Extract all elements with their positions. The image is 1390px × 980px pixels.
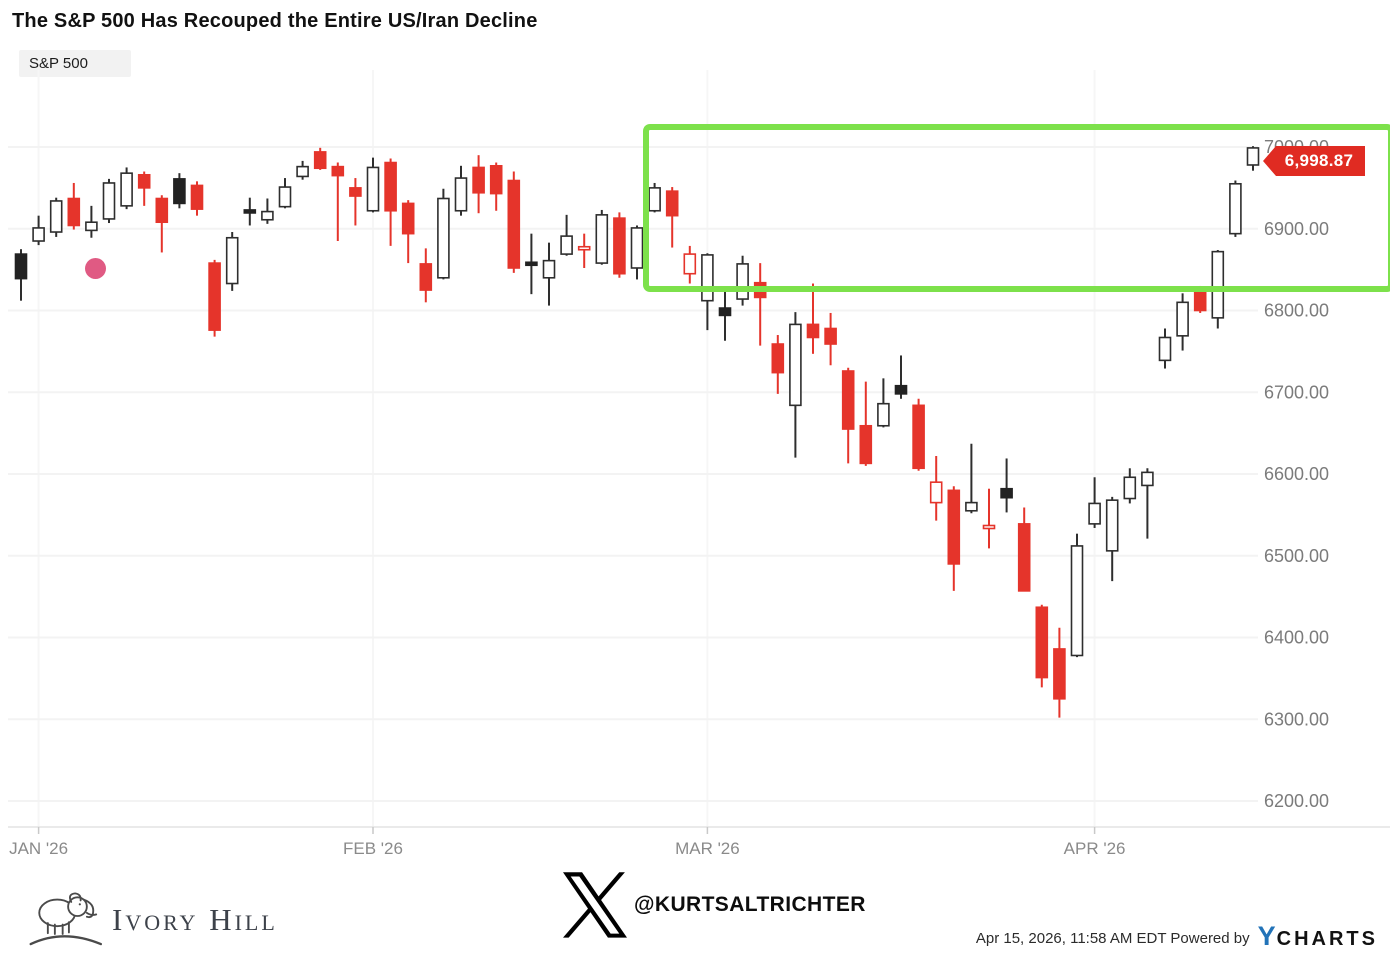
candle-body: [1176, 301, 1189, 337]
footer-attribution: Apr 15, 2026, 11:58 AM EDT Powered by Y …: [975, 921, 1378, 951]
y-axis-tick-label: 6700.00: [1264, 382, 1329, 402]
y-axis-tick-label: 6500.00: [1264, 546, 1329, 566]
candle-body: [613, 217, 626, 275]
annotation-dot: [85, 258, 106, 279]
candle-body: [1246, 147, 1260, 166]
candle-body: [1193, 289, 1207, 312]
candle-body: [753, 281, 767, 299]
candle-body: [85, 221, 98, 232]
candle-body: [331, 165, 345, 177]
candle-body: [190, 184, 204, 210]
ycharts-logo: Y CHARTS: [1257, 921, 1378, 951]
y-axis-tick-label: 6400.00: [1264, 628, 1329, 648]
candle-body: [877, 402, 890, 427]
candle-body: [349, 187, 362, 197]
candle-body: [225, 236, 239, 285]
footer-timestamp: Apr 15, 2026, 11:58 AM EDT Powered by: [975, 930, 1250, 947]
y-axis-tick-label: 6600.00: [1264, 464, 1329, 484]
candle-body: [701, 254, 714, 302]
elephant-icon: [26, 880, 104, 957]
candle-body: [102, 182, 116, 220]
candle-body: [1123, 476, 1137, 500]
candle-body: [771, 343, 785, 374]
candle-body: [243, 209, 257, 214]
candle-body: [718, 307, 732, 317]
candle-body: [665, 190, 679, 217]
candle-body: [929, 481, 943, 504]
candle-body: [278, 186, 292, 208]
x-axis-tick-label: JAN '26: [9, 839, 68, 858]
candle-body: [454, 177, 468, 212]
candle-body: [1088, 502, 1101, 525]
candle-body: [32, 227, 45, 242]
x-axis-tick-label: MAR '26: [675, 839, 740, 858]
candle-body: [1017, 523, 1031, 592]
candle-body: [1158, 336, 1172, 362]
candle-body: [841, 370, 855, 430]
candle-body: [472, 166, 485, 194]
candle-body: [1105, 499, 1119, 552]
candle-body: [824, 327, 837, 345]
candle-body: [173, 178, 186, 205]
candle-body: [1053, 648, 1066, 700]
candlestick-chart: 7000.006900.006800.006700.006600.006500.…: [8, 137, 1390, 858]
candle-body: [49, 200, 63, 233]
ycharts-y-icon: Y: [1257, 921, 1276, 951]
candle-body: [1141, 471, 1154, 487]
candle-body: [912, 404, 925, 470]
candle-body: [120, 172, 133, 207]
legend-label: S&P 500: [29, 55, 88, 72]
candle-body: [736, 263, 749, 300]
ivory-hill-wordmark: Ivory Hill: [112, 902, 278, 937]
y-axis-tick-label: 6300.00: [1264, 709, 1329, 729]
candle-body: [947, 489, 961, 565]
candle-body: [208, 262, 221, 331]
candle-body: [401, 202, 415, 235]
candle-body: [313, 151, 327, 170]
candle-body: [261, 210, 274, 221]
candle-body: [489, 165, 503, 195]
candle-body: [789, 323, 802, 407]
candle-body: [384, 161, 397, 212]
x-axis-tick-label: APR '26: [1064, 839, 1126, 858]
candle-body: [507, 179, 521, 269]
candle-body: [683, 253, 697, 275]
candle-body: [560, 235, 573, 255]
candle-body: [437, 197, 450, 279]
candle-body: [419, 263, 433, 291]
twitter-handle: @KURTSALTRICHTER: [634, 893, 866, 916]
page-title: The S&P 500 Has Recouped the Entire US/I…: [12, 10, 538, 32]
candle-body: [1229, 182, 1242, 235]
candle-body: [1070, 545, 1084, 657]
y-axis-tick-label: 6800.00: [1264, 301, 1329, 321]
candle-body: [577, 245, 591, 251]
candle-body: [1000, 487, 1013, 499]
candle-body: [1211, 250, 1225, 319]
last-price-flag: 6,998.87: [1263, 146, 1365, 176]
y-axis-tick-label: 6900.00: [1264, 219, 1329, 239]
y-axis-tick-label: 6200.00: [1264, 791, 1329, 811]
candle-body: [296, 165, 309, 178]
x-axis-tick-label: FEB '26: [343, 839, 403, 858]
ycharts-wordmark: CHARTS: [1276, 928, 1378, 950]
candle-body: [137, 173, 151, 189]
last-price-label: 6,998.87: [1284, 151, 1354, 170]
candle-body: [965, 501, 978, 512]
candle-body: [859, 424, 873, 465]
candle-body: [894, 384, 908, 395]
candle-body: [366, 166, 380, 212]
candle-body: [542, 259, 556, 279]
candle-body: [595, 214, 609, 264]
candle-body: [806, 323, 820, 339]
candle-body: [525, 261, 538, 267]
candle-body: [648, 187, 661, 212]
x-logo-icon: [563, 872, 627, 943]
candle-body: [982, 524, 996, 530]
candle-body: [1035, 606, 1049, 679]
candle-body: [14, 253, 28, 280]
candle-body: [67, 197, 81, 227]
candle-body: [630, 227, 644, 269]
candle-body: [155, 197, 169, 224]
